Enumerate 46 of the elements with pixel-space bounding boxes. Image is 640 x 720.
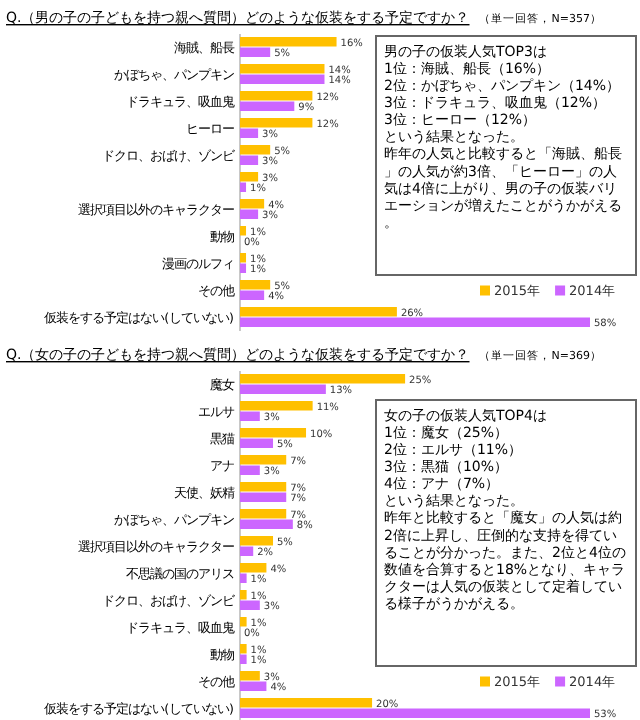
bar [240,91,313,101]
bar [240,280,271,290]
bar [240,401,313,411]
bar [240,209,259,219]
bar [240,384,326,394]
bar [240,317,590,327]
bar [240,590,247,600]
bar [240,465,260,475]
bar [240,438,274,448]
bar [240,145,271,155]
bar [240,600,260,610]
bar [240,199,265,209]
bar [240,644,247,654]
bar [240,253,247,263]
bar [240,563,267,573]
bar [240,155,259,165]
bar [240,654,247,664]
bar [240,37,337,47]
bar [240,64,325,74]
bar [240,47,271,57]
bar [240,617,247,627]
bar [240,698,373,708]
bar [240,172,259,182]
bar [240,411,260,421]
bar [240,455,287,465]
bar [240,74,325,84]
bar [240,307,397,317]
bar [240,536,274,546]
bar [240,681,267,691]
bar [240,519,293,529]
bar [240,509,287,519]
bar [240,492,287,502]
bar [240,708,590,718]
bar [240,573,247,583]
bar [240,128,259,138]
bar [240,482,287,492]
bar [240,671,260,681]
bar [240,182,247,192]
bar [240,428,307,438]
bar [240,226,247,236]
bar [240,118,313,128]
bar [240,101,295,111]
bar [240,263,247,273]
bar [240,546,254,556]
bar [240,290,265,300]
bar [240,374,406,384]
